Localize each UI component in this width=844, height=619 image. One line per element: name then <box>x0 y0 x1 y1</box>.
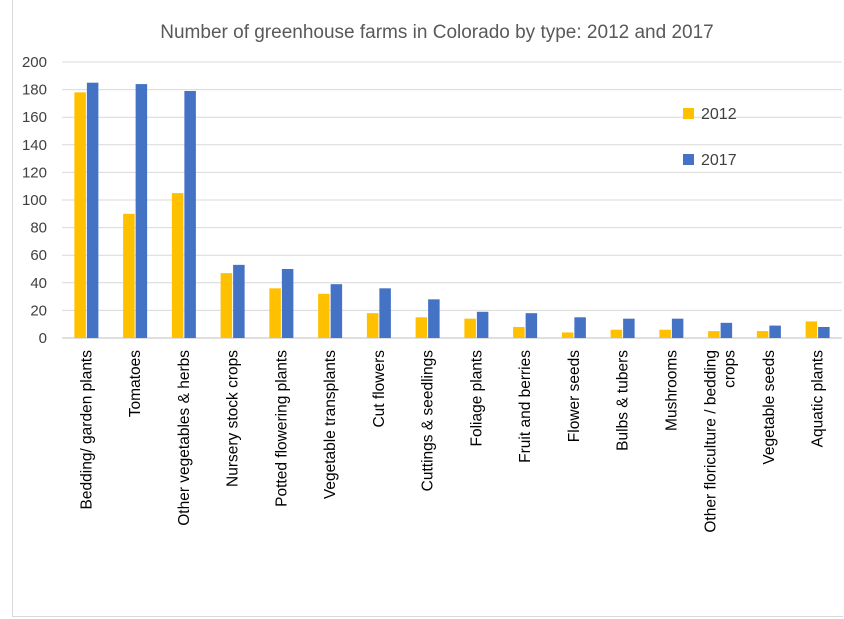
x-tick-label: Other floriculture / bedding <box>703 350 720 533</box>
bar-2017 <box>525 313 538 338</box>
y-tick-label: 140 <box>22 137 47 154</box>
bar-2017 <box>476 311 489 338</box>
legend-swatch-2012 <box>683 108 694 119</box>
bar-2017 <box>720 322 733 338</box>
bar-2012 <box>318 293 330 338</box>
bar-2012 <box>123 213 135 338</box>
x-tick-label: Cuttings & seedlings <box>420 350 437 492</box>
legend-swatch-2017 <box>683 154 694 165</box>
bar-2017 <box>233 264 245 338</box>
y-tick-label: 160 <box>22 109 47 126</box>
y-tick-label: 100 <box>22 192 47 209</box>
y-tick-label: 200 <box>22 54 47 71</box>
x-tick-label: Foliage plants <box>468 350 485 447</box>
bar-2012 <box>464 318 476 338</box>
bar-2017 <box>769 325 781 338</box>
x-tick-label: Fruit and berries <box>517 350 534 463</box>
bar-2017 <box>281 269 294 338</box>
x-tick-label: Vegetable transplants <box>322 350 339 499</box>
bar-2012 <box>366 313 379 338</box>
bar-2012 <box>415 317 428 338</box>
x-tick-label: Mushrooms <box>663 350 680 431</box>
bar-2017 <box>428 299 440 338</box>
bar-2012 <box>220 273 233 338</box>
legend-label: 2012 <box>701 106 737 123</box>
x-tick-label: Vegetable seeds <box>761 350 778 465</box>
x-tick-label: Other vegetables & herbs <box>176 350 193 526</box>
x-tick-label: Tomatoes <box>127 350 144 417</box>
legend: 2012 2017 <box>683 106 737 169</box>
y-tick-label: 0 <box>39 330 47 347</box>
x-tick-label: crops <box>722 350 739 388</box>
x-tick-label: Cut flowers <box>371 350 388 428</box>
y-tick-label: 120 <box>22 164 47 181</box>
legend-label: 2017 <box>701 152 737 169</box>
bar-2012 <box>659 329 671 338</box>
y-tick-label: 180 <box>22 82 47 99</box>
bar-2017 <box>379 288 391 338</box>
bar-2017 <box>623 318 635 338</box>
bar-2012 <box>708 331 720 338</box>
x-tick-label: Nursery stock crops <box>225 350 242 487</box>
y-tick-label: 60 <box>30 247 47 264</box>
bar-2017 <box>574 317 586 338</box>
bar-2017 <box>671 318 684 338</box>
y-tick-label: 20 <box>30 302 47 319</box>
bar-2012 <box>610 329 623 338</box>
bar-2012 <box>513 326 525 338</box>
y-tick-label: 40 <box>30 275 47 292</box>
x-tick-label: Bedding/ garden plants <box>78 350 95 510</box>
bar-2017 <box>135 84 148 338</box>
bar-2017 <box>818 326 830 338</box>
bar-2012 <box>805 321 818 338</box>
bars <box>74 82 830 338</box>
x-axis-labels: Bedding/ garden plants Tomatoes Other vege… <box>78 350 826 533</box>
y-tick-label: 80 <box>30 220 47 237</box>
y-axis-ticks: 0 20 40 60 80 100 120 140 160 180 200 <box>22 54 47 347</box>
chart-area <box>12 0 843 617</box>
x-tick-label: Bulbs & tubers <box>615 350 632 451</box>
x-tick-label: Potted flowering plants <box>273 350 290 507</box>
bar-2017 <box>86 82 99 338</box>
bar-2012 <box>171 193 184 338</box>
bar-2012 <box>756 331 769 338</box>
bar-2012 <box>269 288 281 338</box>
bar-2012 <box>561 332 574 338</box>
x-tick-label: Aquatic plants <box>810 350 827 448</box>
x-tick-label: Flower seeds <box>566 350 583 442</box>
bar-2017 <box>184 90 196 338</box>
bar-2017 <box>330 284 343 338</box>
bar-2012 <box>74 92 86 338</box>
chart-title: Number of greenhouse farms in Colorado b… <box>160 22 713 43</box>
